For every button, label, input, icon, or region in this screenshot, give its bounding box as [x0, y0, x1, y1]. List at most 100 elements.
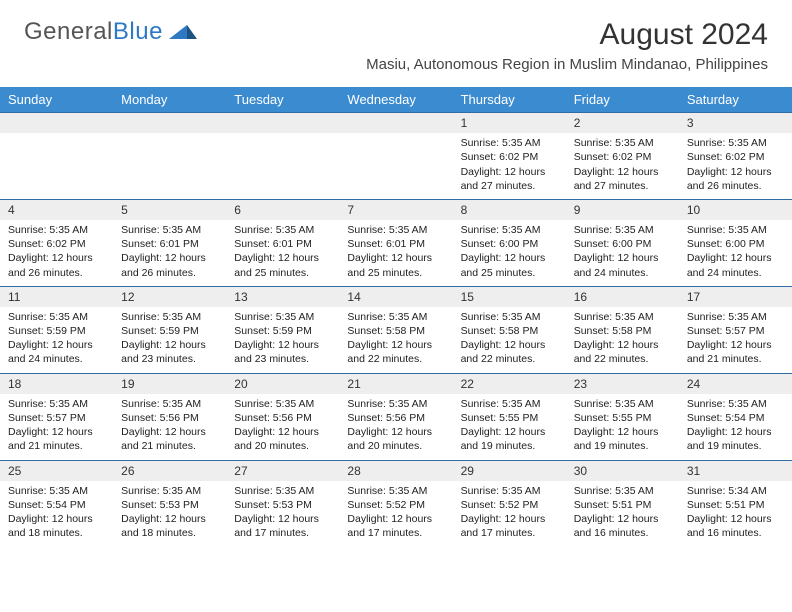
day-number-cell: 29 [453, 460, 566, 481]
daylight-text: Daylight: 12 hours and 20 minutes. [347, 425, 444, 453]
sunset-text: Sunset: 5:58 PM [461, 324, 558, 338]
sunrise-text: Sunrise: 5:35 AM [461, 397, 558, 411]
sunset-text: Sunset: 5:57 PM [687, 324, 784, 338]
day-number-cell: 26 [113, 460, 226, 481]
sunrise-text: Sunrise: 5:35 AM [687, 310, 784, 324]
sunrise-text: Sunrise: 5:35 AM [121, 310, 218, 324]
sunset-text: Sunset: 5:53 PM [234, 498, 331, 512]
day-number-cell [113, 113, 226, 134]
day-number-cell: 20 [226, 373, 339, 394]
column-header: Tuesday [226, 87, 339, 113]
day-number-cell: 17 [679, 286, 792, 307]
daylight-text: Daylight: 12 hours and 21 minutes. [687, 338, 784, 366]
daynum-row: 123 [0, 113, 792, 134]
sunrise-text: Sunrise: 5:35 AM [234, 484, 331, 498]
logo: GeneralBlue [24, 18, 197, 46]
sunset-text: Sunset: 6:01 PM [234, 237, 331, 251]
sunset-text: Sunset: 5:52 PM [347, 498, 444, 512]
daynum-row: 45678910 [0, 199, 792, 220]
daylight-text: Daylight: 12 hours and 24 minutes. [687, 251, 784, 279]
sunset-text: Sunset: 5:59 PM [234, 324, 331, 338]
day-number-cell: 9 [566, 199, 679, 220]
sunset-text: Sunset: 6:02 PM [8, 237, 105, 251]
sunrise-text: Sunrise: 5:35 AM [8, 310, 105, 324]
sunset-text: Sunset: 5:56 PM [347, 411, 444, 425]
sunrise-text: Sunrise: 5:35 AM [347, 310, 444, 324]
sunset-text: Sunset: 6:00 PM [687, 237, 784, 251]
sunset-text: Sunset: 5:54 PM [8, 498, 105, 512]
sunrise-text: Sunrise: 5:35 AM [461, 484, 558, 498]
sunset-text: Sunset: 6:00 PM [461, 237, 558, 251]
day-detail-cell [339, 133, 452, 199]
daylight-text: Daylight: 12 hours and 25 minutes. [234, 251, 331, 279]
day-detail-cell: Sunrise: 5:35 AMSunset: 6:02 PMDaylight:… [0, 220, 113, 286]
day-detail-cell: Sunrise: 5:35 AMSunset: 6:01 PMDaylight:… [113, 220, 226, 286]
sunrise-text: Sunrise: 5:35 AM [574, 223, 671, 237]
sunset-text: Sunset: 5:51 PM [574, 498, 671, 512]
sunrise-text: Sunrise: 5:35 AM [8, 484, 105, 498]
logo-text: GeneralBlue [24, 18, 163, 46]
day-detail-cell: Sunrise: 5:35 AMSunset: 6:00 PMDaylight:… [453, 220, 566, 286]
day-number-cell: 28 [339, 460, 452, 481]
sunset-text: Sunset: 6:01 PM [121, 237, 218, 251]
location-subtitle: Masiu, Autonomous Region in Muslim Minda… [366, 56, 768, 73]
daylight-text: Daylight: 12 hours and 24 minutes. [574, 251, 671, 279]
day-detail-cell: Sunrise: 5:35 AMSunset: 5:52 PMDaylight:… [453, 481, 566, 547]
detail-row: Sunrise: 5:35 AM Sunset: 5:57 PM Daylight:… [0, 394, 792, 460]
sunrise-text: Sunrise: 5:34 AM [687, 484, 784, 498]
day-detail-cell: Sunrise: 5:35 AMSunset: 5:52 PMDaylight:… [339, 481, 452, 547]
daylight-text: Daylight: 12 hours and 18 minutes. [121, 512, 218, 540]
column-header: Friday [566, 87, 679, 113]
sunset-text: Sunset: 5:56 PM [234, 411, 331, 425]
day-number-cell: 31 [679, 460, 792, 481]
sunset-text: Sunset: 5:55 PM [574, 411, 671, 425]
sunset-text: Sunset: 5:54 PM [687, 411, 784, 425]
column-header: Monday [113, 87, 226, 113]
sunrise-text: Sunrise: 5:35 AM [347, 397, 444, 411]
day-detail-cell: Sunrise: 5:35 AMSunset: 5:57 PMDaylight:… [679, 307, 792, 373]
day-detail-cell: Sunrise: 5:35 AMSunset: 5:58 PMDaylight:… [453, 307, 566, 373]
daylight-text: Daylight: 12 hours and 22 minutes. [347, 338, 444, 366]
title-block: August 2024 Masiu, Autonomous Region in … [366, 18, 768, 73]
day-detail-cell [0, 133, 113, 199]
daylight-text: Daylight: 12 hours and 26 minutes. [687, 165, 784, 193]
sunset-text: Sunset: 5:57 PM [8, 411, 105, 425]
daylight-text: Daylight: 12 hours and 22 minutes. [574, 338, 671, 366]
day-detail-cell: Sunrise: 5:35 AMSunset: 5:56 PMDaylight:… [339, 394, 452, 460]
day-detail-cell: Sunrise: 5:35 AMSunset: 5:58 PMDaylight:… [566, 307, 679, 373]
day-detail-cell: Sunrise: 5:35 AMSunset: 5:53 PMDaylight:… [113, 481, 226, 547]
daylight-text: Daylight: 12 hours and 20 minutes. [234, 425, 331, 453]
sunset-text: Sunset: 5:56 PM [121, 411, 218, 425]
daynum-row: 18192021222324 [0, 373, 792, 394]
day-number-cell: 11 [0, 286, 113, 307]
daylight-text: Daylight: 12 hours and 25 minutes. [347, 251, 444, 279]
sunset-text: Sunset: 6:00 PM [574, 237, 671, 251]
sunrise-text: Sunrise: 5:35 AM [687, 397, 784, 411]
sunrise-text: Sunrise: 5:35 AM [121, 484, 218, 498]
day-detail-cell: Sunrise: 5:35 AMSunset: 5:51 PMDaylight:… [566, 481, 679, 547]
day-number-cell: 24 [679, 373, 792, 394]
daylight-text: Daylight: 12 hours and 23 minutes. [234, 338, 331, 366]
sunrise-text: Sunrise: 5:35 AM [574, 484, 671, 498]
day-number-cell: 5 [113, 199, 226, 220]
sunrise-text: Sunrise: 5:35 AM [347, 484, 444, 498]
sunset-text: Sunset: 5:58 PM [347, 324, 444, 338]
daylight-text: Daylight: 12 hours and 22 minutes. [461, 338, 558, 366]
sunrise-text: Sunrise: 5:35 AM [461, 223, 558, 237]
sunset-text: Sunset: 5:51 PM [687, 498, 784, 512]
day-detail-cell: Sunrise: 5:35 AMSunset: 6:00 PMDaylight:… [679, 220, 792, 286]
day-number-cell: 27 [226, 460, 339, 481]
sunrise-text: Sunrise: 5:35 AM [234, 223, 331, 237]
day-detail-cell: Sunrise: 5:35 AMSunset: 5:59 PMDaylight:… [0, 307, 113, 373]
daylight-text: Daylight: 12 hours and 24 minutes. [8, 338, 105, 366]
day-number-cell: 7 [339, 199, 452, 220]
daylight-text: Daylight: 12 hours and 21 minutes. [121, 425, 218, 453]
daylight-text: Daylight: 12 hours and 23 minutes. [121, 338, 218, 366]
day-number-cell: 18 [0, 373, 113, 394]
day-number-cell: 13 [226, 286, 339, 307]
sunset-text: Sunset: 5:59 PM [8, 324, 105, 338]
day-detail-cell: Sunrise: 5:35 AMSunset: 5:59 PMDaylight:… [226, 307, 339, 373]
sunset-text: Sunset: 6:02 PM [574, 150, 671, 164]
daynum-row: 11121314151617 [0, 286, 792, 307]
day-detail-cell: Sunrise: 5:35 AMSunset: 5:55 PMDaylight:… [453, 394, 566, 460]
